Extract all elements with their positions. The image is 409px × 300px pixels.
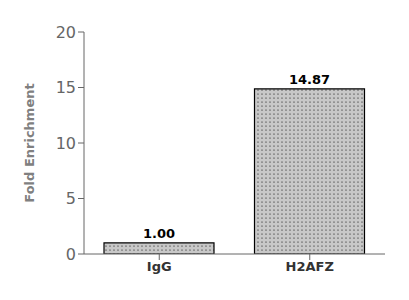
svg-text:20: 20 bbox=[56, 23, 76, 42]
svg-text:5: 5 bbox=[66, 189, 76, 208]
svg-text:0: 0 bbox=[66, 245, 76, 264]
svg-text:14.87: 14.87 bbox=[289, 72, 330, 87]
svg-text:H2AFZ: H2AFZ bbox=[286, 259, 334, 274]
svg-text:Fold Enrichment: Fold Enrichment bbox=[22, 83, 37, 202]
svg-text:15: 15 bbox=[56, 78, 76, 97]
svg-text:10: 10 bbox=[56, 134, 76, 153]
svg-text:1.00: 1.00 bbox=[143, 226, 175, 241]
svg-text:IgG: IgG bbox=[147, 259, 172, 274]
